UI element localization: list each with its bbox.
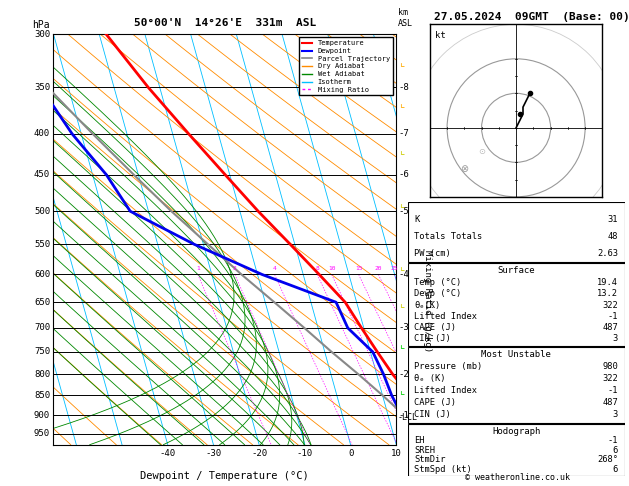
Text: CIN (J): CIN (J) bbox=[414, 334, 451, 344]
Text: 750: 750 bbox=[34, 347, 50, 356]
Text: Mixing Ratio (g/kg): Mixing Ratio (g/kg) bbox=[423, 250, 431, 352]
Text: Most Unstable: Most Unstable bbox=[481, 349, 551, 359]
Text: 6: 6 bbox=[613, 446, 618, 455]
Text: 550: 550 bbox=[34, 240, 50, 249]
Text: 322: 322 bbox=[603, 374, 618, 383]
Text: 8: 8 bbox=[315, 266, 319, 271]
Text: 13.2: 13.2 bbox=[597, 290, 618, 298]
Text: EH: EH bbox=[414, 436, 425, 445]
Text: Lifted Index: Lifted Index bbox=[414, 386, 477, 395]
Bar bbox=[408, 347, 625, 423]
Text: θₑ (K): θₑ (K) bbox=[414, 374, 445, 383]
Text: StmDir: StmDir bbox=[414, 455, 445, 464]
Text: 300: 300 bbox=[34, 30, 50, 38]
Text: ⌞: ⌞ bbox=[399, 58, 404, 69]
Text: Dewp (°C): Dewp (°C) bbox=[414, 290, 461, 298]
Text: 900: 900 bbox=[34, 411, 50, 419]
Text: 4: 4 bbox=[273, 266, 277, 271]
Text: -8: -8 bbox=[398, 83, 409, 92]
Text: -1: -1 bbox=[608, 386, 618, 395]
Text: 31: 31 bbox=[608, 215, 618, 224]
Text: -LCL: -LCL bbox=[398, 413, 418, 421]
Text: 50°00'N  14°26'E  331m  ASL: 50°00'N 14°26'E 331m ASL bbox=[134, 18, 316, 28]
Text: ⊙: ⊙ bbox=[478, 147, 485, 156]
Text: CAPE (J): CAPE (J) bbox=[414, 398, 456, 407]
Text: 1: 1 bbox=[196, 266, 199, 271]
Text: 980: 980 bbox=[603, 362, 618, 371]
Text: -6: -6 bbox=[398, 170, 409, 179]
Text: -10: -10 bbox=[297, 449, 313, 458]
Text: 3: 3 bbox=[613, 334, 618, 344]
Text: -1: -1 bbox=[608, 436, 618, 445]
Text: -2: -2 bbox=[398, 370, 409, 379]
Text: -5: -5 bbox=[398, 207, 409, 216]
Text: km
ASL: km ASL bbox=[398, 8, 413, 28]
Bar bbox=[408, 263, 625, 346]
Text: 2: 2 bbox=[233, 266, 237, 271]
Text: CIN (J): CIN (J) bbox=[414, 410, 451, 419]
Text: 10: 10 bbox=[391, 449, 402, 458]
Text: © weatheronline.co.uk: © weatheronline.co.uk bbox=[465, 473, 569, 482]
Text: kt: kt bbox=[435, 31, 446, 40]
Text: ⌞: ⌞ bbox=[399, 299, 404, 309]
Text: Dewpoint / Temperature (°C): Dewpoint / Temperature (°C) bbox=[140, 471, 309, 482]
Legend: Temperature, Dewpoint, Parcel Trajectory, Dry Adiabat, Wet Adiabat, Isotherm, Mi: Temperature, Dewpoint, Parcel Trajectory… bbox=[299, 37, 392, 95]
Text: 600: 600 bbox=[34, 270, 50, 279]
Text: 268°: 268° bbox=[597, 455, 618, 464]
Text: -4: -4 bbox=[398, 270, 409, 279]
Text: 500: 500 bbox=[34, 207, 50, 216]
Text: ⌞: ⌞ bbox=[399, 262, 404, 273]
Text: ⊗: ⊗ bbox=[460, 164, 469, 174]
Text: 400: 400 bbox=[34, 129, 50, 139]
Text: ⌞: ⌞ bbox=[399, 146, 404, 156]
Text: SREH: SREH bbox=[414, 446, 435, 455]
Text: -20: -20 bbox=[251, 449, 267, 458]
Text: 650: 650 bbox=[34, 298, 50, 307]
Text: 0: 0 bbox=[348, 449, 353, 458]
Text: ⌞: ⌞ bbox=[399, 100, 404, 109]
Text: ⌞: ⌞ bbox=[399, 199, 404, 209]
Text: -3: -3 bbox=[398, 324, 409, 332]
Text: Totals Totals: Totals Totals bbox=[414, 232, 482, 241]
Text: 350: 350 bbox=[34, 83, 50, 92]
Text: ⌞: ⌞ bbox=[399, 386, 404, 396]
Text: -40: -40 bbox=[160, 449, 175, 458]
Text: Surface: Surface bbox=[498, 266, 535, 275]
Text: 950: 950 bbox=[34, 430, 50, 438]
Text: Pressure (mb): Pressure (mb) bbox=[414, 362, 482, 371]
Bar bbox=[408, 202, 625, 262]
Text: Hodograph: Hodograph bbox=[492, 427, 540, 436]
Text: 15: 15 bbox=[355, 266, 362, 271]
Text: 25: 25 bbox=[390, 266, 398, 271]
Text: PW (cm): PW (cm) bbox=[414, 249, 451, 259]
Text: 450: 450 bbox=[34, 170, 50, 179]
Text: 3: 3 bbox=[613, 410, 618, 419]
Text: K: K bbox=[414, 215, 420, 224]
Text: ⌞: ⌞ bbox=[399, 340, 404, 350]
Text: StmSpd (kt): StmSpd (kt) bbox=[414, 465, 472, 474]
Text: -1: -1 bbox=[608, 312, 618, 321]
Text: Lifted Index: Lifted Index bbox=[414, 312, 477, 321]
Text: -7: -7 bbox=[398, 129, 409, 139]
Text: 20: 20 bbox=[375, 266, 382, 271]
Text: θₑ(K): θₑ(K) bbox=[414, 301, 440, 310]
Text: 487: 487 bbox=[603, 398, 618, 407]
Text: Temp (°C): Temp (°C) bbox=[414, 278, 461, 287]
Text: 850: 850 bbox=[34, 391, 50, 400]
Text: 10: 10 bbox=[328, 266, 335, 271]
Text: 800: 800 bbox=[34, 370, 50, 379]
Text: 322: 322 bbox=[603, 301, 618, 310]
Bar bbox=[408, 424, 625, 476]
Text: 487: 487 bbox=[603, 323, 618, 332]
Text: CAPE (J): CAPE (J) bbox=[414, 323, 456, 332]
Text: 27.05.2024  09GMT  (Base: 00): 27.05.2024 09GMT (Base: 00) bbox=[433, 12, 629, 22]
Text: hPa: hPa bbox=[33, 20, 50, 30]
Text: 700: 700 bbox=[34, 324, 50, 332]
Text: 19.4: 19.4 bbox=[597, 278, 618, 287]
Text: 2.63: 2.63 bbox=[597, 249, 618, 259]
Text: 6: 6 bbox=[613, 465, 618, 474]
Text: -30: -30 bbox=[206, 449, 221, 458]
Text: 48: 48 bbox=[608, 232, 618, 241]
Text: -1: -1 bbox=[398, 411, 409, 419]
